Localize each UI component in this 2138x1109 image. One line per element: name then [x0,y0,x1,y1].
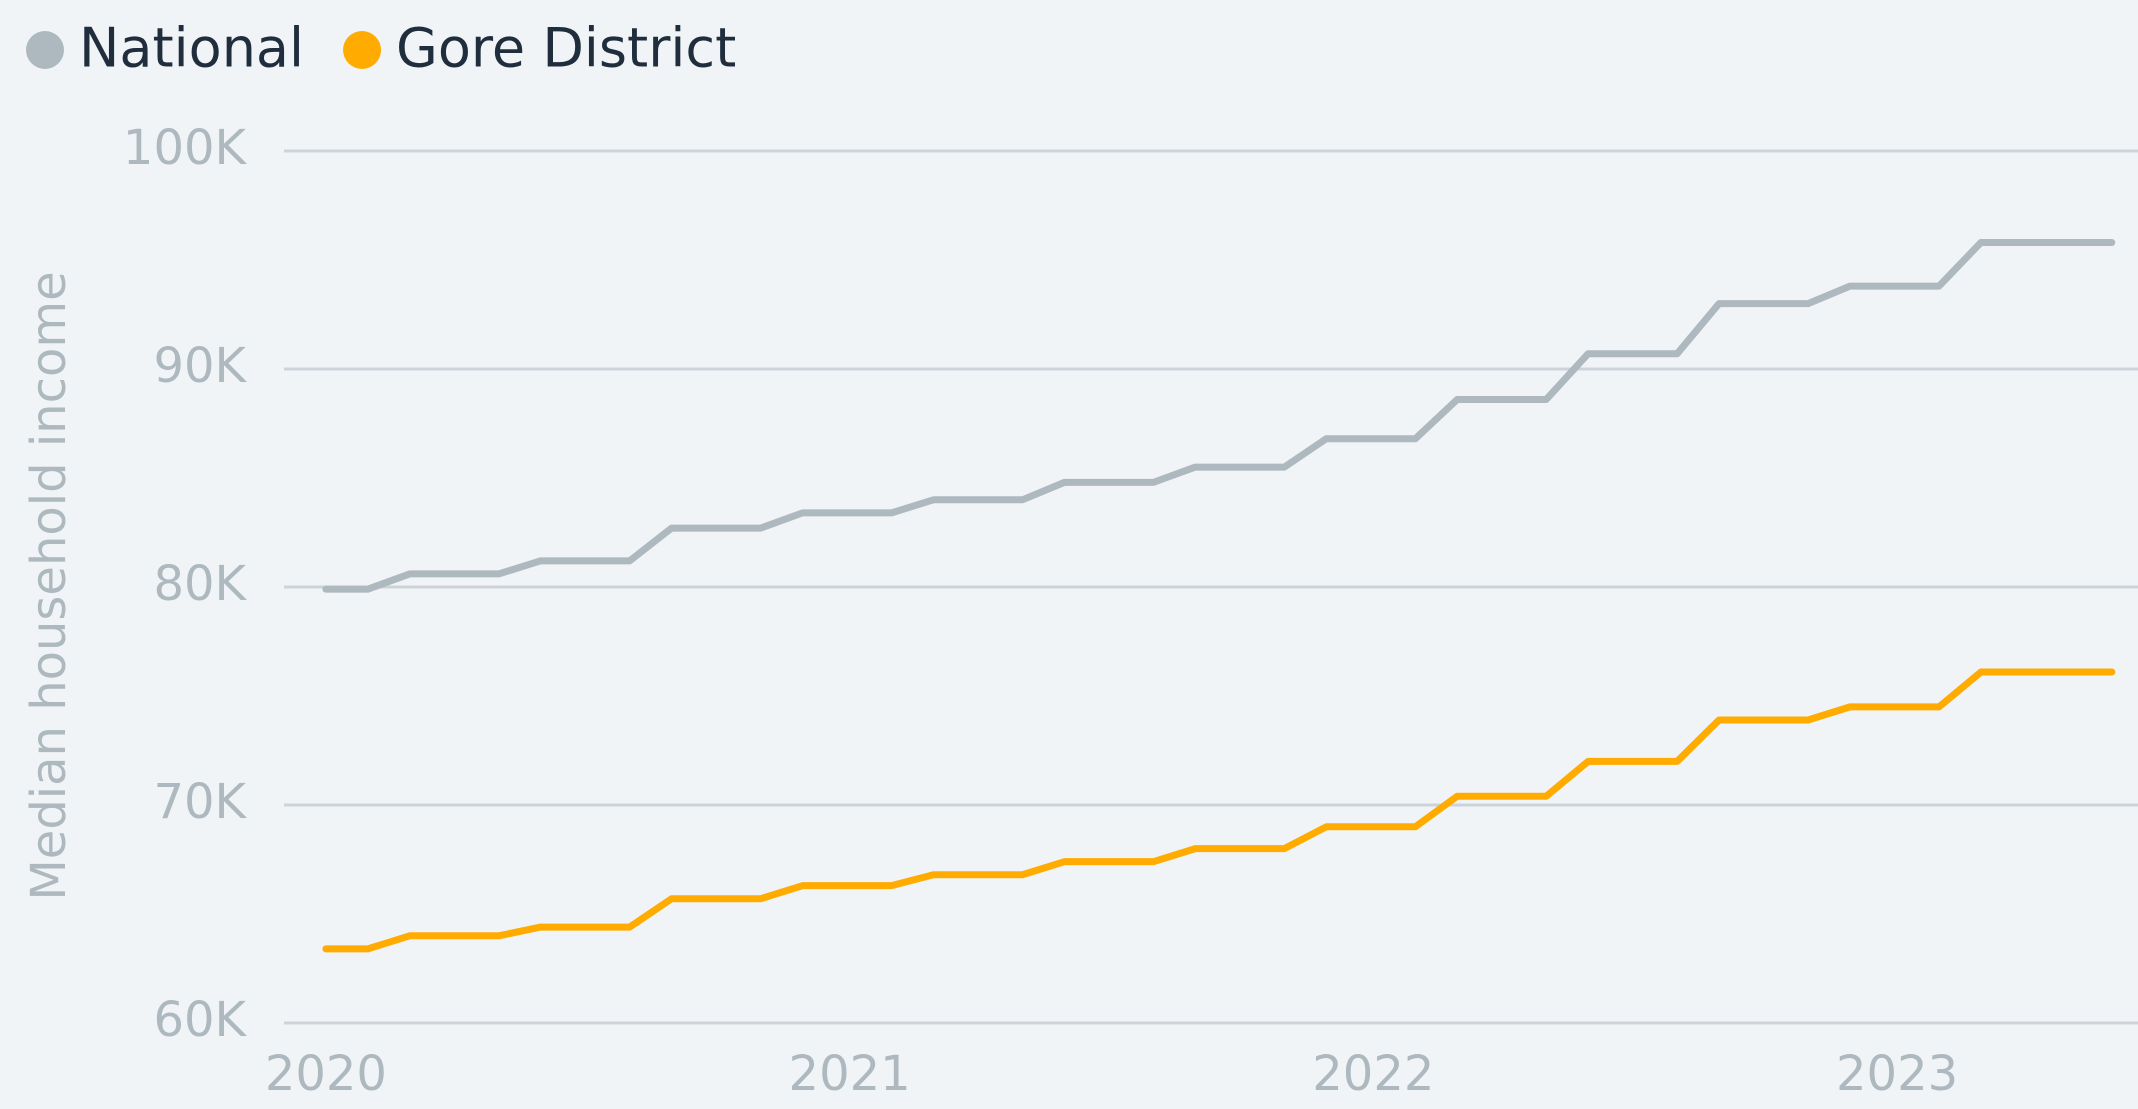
legend-label: National [79,17,304,80]
x-tick-label: 2023 [1836,1046,1958,1102]
y-tick-label: 80K [153,556,247,612]
x-tick-label: 2020 [265,1046,387,1102]
legend-marker [26,31,64,69]
legend-marker [343,31,382,69]
y-tick-label: 90K [153,338,247,394]
line-series [322,668,2116,953]
y-tick-label: 60K [153,992,247,1048]
line-series [322,239,2116,593]
x-tick-label: 2021 [789,1046,911,1102]
x-tick-label: 2022 [1312,1046,1434,1102]
y-tick-label: 100K [123,120,248,176]
legend-label: Gore District [396,17,736,80]
y-tick-label: 70K [153,774,247,830]
y-axis-label: Median household income [21,271,77,900]
